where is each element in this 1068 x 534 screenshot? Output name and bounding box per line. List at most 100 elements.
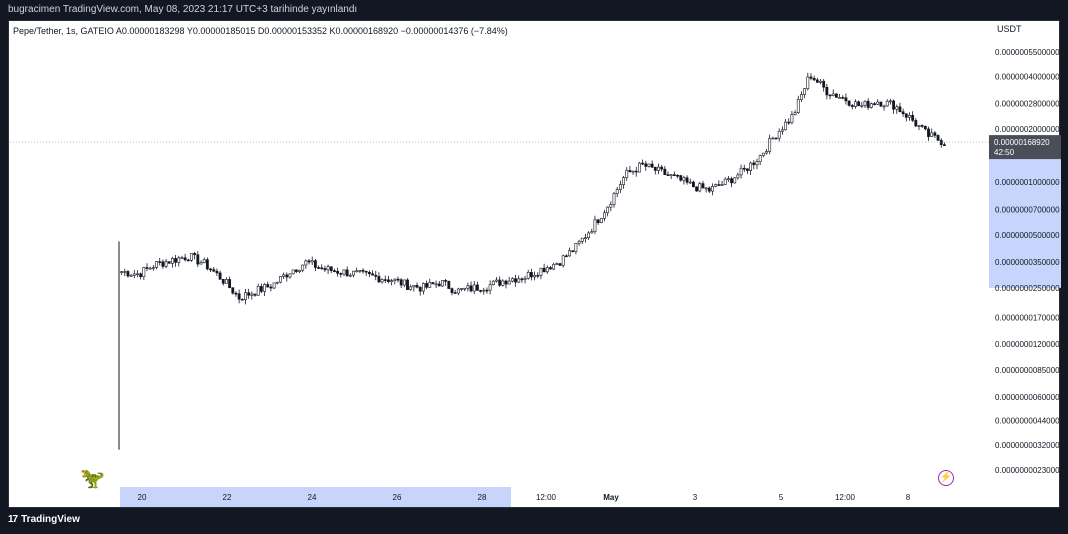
- candle-body: [390, 280, 394, 282]
- candle-body: [485, 289, 489, 292]
- candle-body: [561, 255, 565, 266]
- candle-body: [520, 278, 524, 281]
- candle-body: [247, 292, 251, 296]
- candle-body: [666, 174, 670, 176]
- candle-body: [869, 103, 873, 108]
- candle-body: [857, 101, 861, 107]
- candle-body: [542, 267, 546, 273]
- symbol-label: Pepe/Tether, 1s, GATEIO: [13, 26, 114, 36]
- y-tick-label: 0.0000002000000: [995, 125, 1060, 134]
- candle-body: [695, 186, 699, 192]
- candle-body: [444, 280, 448, 282]
- candle-body: [399, 279, 403, 286]
- candle-body: [908, 115, 911, 118]
- y-tick-label: 0.0000000032000: [995, 441, 1060, 450]
- candle-body: [291, 269, 295, 275]
- candle-body: [155, 261, 158, 268]
- candle-body: [834, 93, 838, 98]
- candle-body: [615, 189, 619, 194]
- candle-body: [460, 288, 463, 290]
- y-tick-label: 0.0000001000000: [995, 178, 1060, 187]
- candle-body: [269, 286, 273, 289]
- candle-body: [606, 206, 610, 214]
- candle-body: [625, 170, 629, 178]
- candle-body: [850, 105, 854, 107]
- candle-body: [584, 237, 587, 239]
- candle-body: [784, 121, 787, 131]
- y-tick-label: 0.0000000060000: [995, 393, 1060, 402]
- y-tick-label: 0.0000005500000: [995, 48, 1060, 57]
- candle-body: [123, 271, 127, 273]
- candle-body: [412, 285, 416, 288]
- candle-body: [272, 282, 276, 289]
- candle-body: [441, 280, 444, 287]
- candle-body: [501, 280, 505, 286]
- y-tick-label: 0.0000000044000: [995, 416, 1060, 425]
- candle-body: [136, 273, 139, 276]
- candle-body: [660, 166, 664, 170]
- x-tick-label: 12:00: [536, 493, 557, 502]
- candle-body: [685, 177, 689, 183]
- y-tick-label: 0.0000004000000: [995, 72, 1060, 81]
- candle-body: [749, 162, 753, 171]
- candle-body: [939, 139, 943, 145]
- candle-body: [860, 105, 864, 107]
- x-tick-label: 24: [308, 493, 317, 502]
- candle-body: [482, 289, 486, 292]
- candle-body: [326, 266, 330, 271]
- candle-body: [498, 279, 502, 286]
- candle-body: [355, 270, 359, 273]
- candle-body: [552, 263, 556, 270]
- candle-body: [618, 184, 622, 190]
- candle-body: [657, 166, 660, 171]
- candle-body: [456, 288, 460, 294]
- candle-body: [599, 218, 603, 223]
- candle-body: [809, 76, 813, 79]
- candle-body: [367, 271, 371, 275]
- candle-body: [904, 113, 908, 118]
- candle-body: [580, 237, 584, 242]
- candle-body: [774, 137, 778, 140]
- candle-body: [895, 106, 899, 110]
- candle-body: [253, 293, 257, 296]
- candle-body: [736, 174, 740, 179]
- candle-body: [739, 167, 743, 176]
- candle-body: [221, 278, 225, 284]
- lightning-icon[interactable]: ⚡: [938, 470, 954, 486]
- candle-body: [529, 272, 533, 278]
- chart-frame[interactable]: [8, 20, 1060, 508]
- candle-body: [593, 219, 597, 233]
- candle-body: [523, 277, 527, 280]
- candle-body: [364, 270, 368, 273]
- candle-body: [145, 267, 149, 269]
- candle-body: [495, 279, 498, 282]
- y-tick-label: 0.0000000023000: [995, 466, 1060, 475]
- candle-body: [151, 267, 155, 269]
- candle-body: [545, 267, 549, 273]
- candle-body: [568, 250, 571, 257]
- candle-body: [717, 184, 721, 186]
- candle-body: [701, 183, 705, 189]
- y-tick-label: 0.0000000120000: [995, 340, 1060, 349]
- candle-body: [768, 138, 772, 152]
- candle-body: [453, 292, 457, 294]
- candle-body: [317, 267, 320, 269]
- candle-body: [310, 260, 314, 263]
- candle-body: [755, 161, 759, 166]
- candle-body: [225, 279, 228, 284]
- candle-body: [631, 170, 635, 173]
- candle-body: [514, 278, 517, 283]
- candle-body: [536, 274, 540, 277]
- low-value: D0.00000153352: [257, 26, 327, 36]
- candle-body: [549, 267, 552, 270]
- candle-body: [450, 288, 454, 293]
- candle-body: [387, 279, 390, 282]
- candle-body: [132, 273, 136, 276]
- candle-body: [383, 279, 387, 281]
- candle-body: [205, 259, 209, 270]
- candle-body: [758, 155, 762, 162]
- candle-body: [377, 276, 381, 283]
- candle-body: [707, 187, 711, 192]
- x-tick-label: 5: [779, 493, 784, 502]
